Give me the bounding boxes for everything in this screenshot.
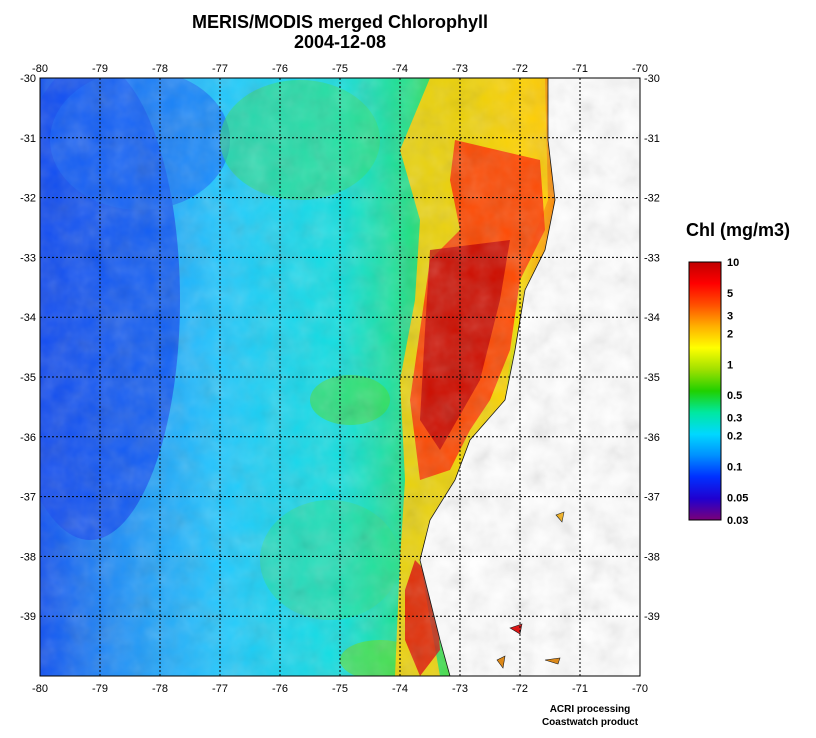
lat-lon-grid	[40, 78, 640, 676]
lat-tick-label: -35	[20, 372, 36, 384]
lon-tick-label: -70	[632, 63, 648, 75]
colorbar-title: Chl (mg/m3)	[686, 220, 791, 240]
lat-tick-label: -34	[20, 312, 36, 324]
lat-tick-label: -32	[20, 193, 36, 205]
lat-tick-label: -36	[644, 432, 660, 444]
lat-tick-label: -30	[20, 73, 36, 85]
lon-tick-label: -80	[32, 63, 48, 75]
colorbar-tick-label: 0.3	[727, 413, 742, 425]
lat-tick-label: -37	[20, 492, 36, 504]
lat-ticks-left: -30 -31 -32 -33 -34 -35 -36 -37 -38 -39	[20, 73, 36, 623]
lon-ticks-top: -80 -79 -78 -77 -76 -75 -74 -73 -72 -71 -70	[32, 63, 648, 75]
lat-tick-label: -39	[20, 611, 36, 623]
lat-tick-label: -38	[644, 551, 660, 563]
lon-tick-label: -71	[572, 683, 588, 695]
lon-tick-label: -75	[332, 683, 348, 695]
lat-tick-label: -36	[20, 432, 36, 444]
colorbar-tick-label: 0.2	[727, 431, 742, 443]
lon-tick-label: -80	[32, 683, 48, 695]
lat-tick-label: -34	[644, 312, 660, 324]
lon-tick-label: -76	[272, 63, 288, 75]
lat-tick-label: -35	[644, 372, 660, 384]
map-frame	[39, 77, 641, 677]
colorbar-tick-label: 1	[727, 359, 733, 371]
colorbar-tick-label: 0.5	[727, 390, 742, 402]
colorbar-tick-label: 10	[727, 257, 739, 269]
colorbar-tick-label: 0.1	[727, 462, 742, 474]
lon-tick-label: -78	[152, 683, 168, 695]
lat-tick-label: -33	[644, 252, 660, 264]
credit-processing: ACRI processing	[549, 704, 631, 715]
lat-tick-label: -37	[644, 492, 660, 504]
lon-tick-label: -78	[152, 63, 168, 75]
colorbar-tick-label: 5	[727, 288, 733, 300]
lon-tick-label: -75	[332, 63, 348, 75]
lon-tick-label: -71	[572, 63, 588, 75]
lon-ticks-bottom: -80 -79 -78 -77 -76 -75 -74 -73 -72 -71 -70	[32, 683, 648, 695]
lon-tick-label: -72	[512, 683, 528, 695]
lon-tick-label: -73	[452, 683, 468, 695]
chlorophyll-field	[40, 78, 640, 676]
lat-tick-label: -32	[644, 193, 660, 205]
lon-tick-label: -74	[392, 683, 408, 695]
colorbar-tick-label: 2	[727, 328, 733, 340]
colorbar-tick-label: 0.03	[727, 515, 748, 527]
lat-tick-label: -30	[644, 73, 660, 85]
lat-ticks-right: -30 -31 -32 -33 -34 -35 -36 -37 -38 -39	[644, 73, 660, 623]
lon-tick-label: -77	[212, 63, 228, 75]
lat-tick-label: -33	[20, 252, 36, 264]
lon-tick-label: -74	[392, 63, 408, 75]
lat-tick-label: -38	[20, 551, 36, 563]
lon-tick-label: -79	[92, 63, 108, 75]
colorbar-labels: 10 5 3 2 1 0.5 0.3 0.2 0.1 0.05 0.03	[727, 257, 748, 527]
colorbar-tick-label: 0.05	[727, 492, 748, 504]
map-date: 2004-12-08	[293, 32, 387, 52]
lat-tick-label: -39	[644, 611, 660, 623]
lon-tick-label: -72	[512, 63, 528, 75]
lon-tick-label: -70	[632, 683, 648, 695]
lon-tick-label: -77	[212, 683, 228, 695]
lon-tick-label: -73	[452, 63, 468, 75]
colorbar-tick-label: 3	[727, 310, 733, 322]
lon-tick-label: -76	[272, 683, 288, 695]
lon-tick-label: -79	[92, 683, 108, 695]
colorbar	[688, 261, 722, 521]
credit-product: Coastwatch product	[541, 717, 639, 728]
lat-tick-label: -31	[20, 133, 36, 145]
map-title: MERIS/MODIS merged Chlorophyll	[191, 12, 489, 32]
lat-tick-label: -31	[644, 133, 660, 145]
